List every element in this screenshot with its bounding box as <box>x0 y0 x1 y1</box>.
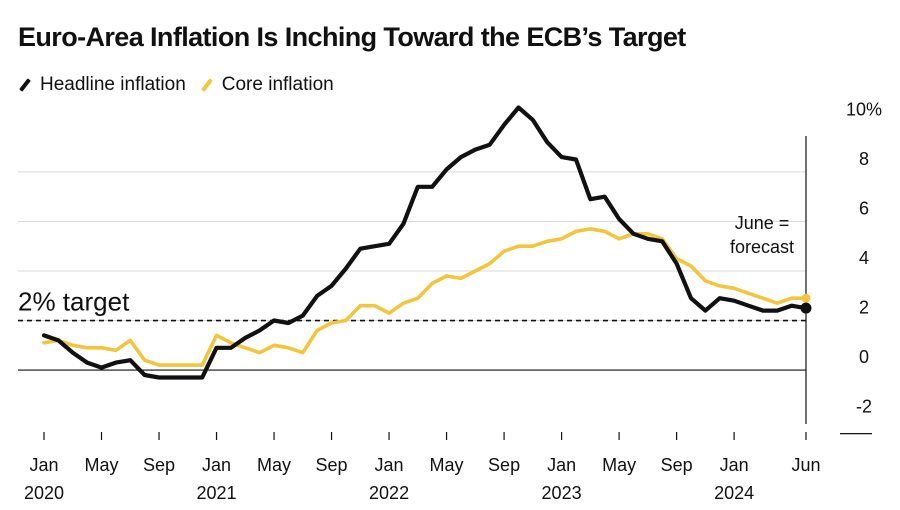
x-tick-label-month-53: Jun <box>791 455 820 475</box>
x-tick-label-year-48: 2024 <box>714 483 754 503</box>
x-tick-label-month-32: Sep <box>488 455 520 475</box>
forecast-annotation-line-0: June = <box>735 213 790 233</box>
x-tick-label-month-44: Sep <box>661 455 693 475</box>
x-tick-label-year-12: 2021 <box>197 483 237 503</box>
y-tick-label-6: 6 <box>859 198 869 218</box>
headline-endpoint-marker <box>800 302 812 314</box>
series-line-headline <box>41 105 809 380</box>
series-line-core <box>42 227 808 367</box>
legend-item-core: Core inflation <box>200 74 334 96</box>
legend-label-core: Core inflation <box>221 74 334 95</box>
x-tick-label-month-16: May <box>257 455 291 475</box>
x-tick-label-month-0: Jan <box>29 455 58 475</box>
legend-item-headline: Headline inflation <box>18 74 186 96</box>
y-tick-label-2: 2 <box>859 298 869 318</box>
y-tick-label--2: -2 <box>856 397 872 417</box>
x-tick-label-month-20: Sep <box>316 455 348 475</box>
x-tick-label-month-8: Sep <box>143 455 175 475</box>
legend-label-headline: Headline inflation <box>40 74 186 95</box>
x-tick-label-month-4: May <box>85 455 119 475</box>
legend: Headline inflation Core inflation <box>18 74 348 96</box>
x-tick-label-month-40: May <box>602 455 636 475</box>
x-tick-label-month-12: Jan <box>202 455 231 475</box>
y-tick-label-0: 0 <box>859 347 869 367</box>
x-tick-label-month-48: Jan <box>720 455 749 475</box>
x-tick-label-year-24: 2022 <box>369 483 409 503</box>
x-tick-label-month-24: Jan <box>375 455 404 475</box>
y-tick-label-4: 4 <box>859 248 869 268</box>
forecast-annotation-line-1: forecast <box>730 237 794 257</box>
core-endpoint-marker <box>801 293 811 303</box>
x-tick-label-month-36: Jan <box>547 455 576 475</box>
chart-title: Euro-Area Inflation Is Inching Toward th… <box>18 22 686 52</box>
x-tick-label-year-0: 2020 <box>24 483 64 503</box>
x-tick-label-month-28: May <box>430 455 464 475</box>
x-tick-label-year-36: 2023 <box>542 483 582 503</box>
y-tick-label-10: 10% <box>846 99 882 119</box>
y-tick-label-8: 8 <box>859 149 869 169</box>
target-reference-label: 2% target <box>18 287 130 317</box>
